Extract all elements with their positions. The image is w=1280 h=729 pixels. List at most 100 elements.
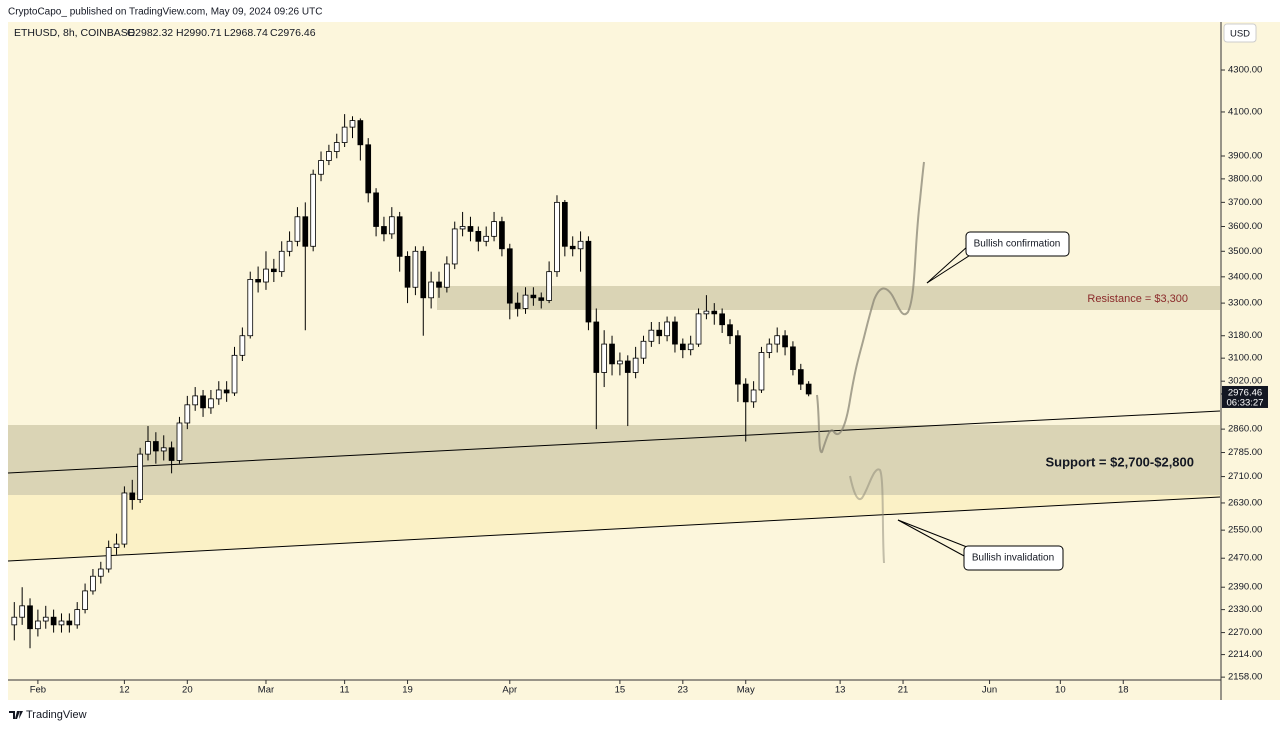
callout-pointer: [926, 245, 969, 284]
y-tick-label: 2785.00: [1228, 447, 1262, 458]
candle-body: [428, 281, 434, 299]
candle-body: [609, 343, 615, 365]
candle-body: [396, 216, 403, 257]
x-tick-label: 21: [898, 685, 909, 696]
support-label: Support = $2,700-$2,800: [1046, 454, 1195, 469]
y-tick-label: 2270.00: [1228, 627, 1262, 638]
candle-body: [514, 302, 521, 309]
y-tick-label: 2330.00: [1228, 604, 1262, 615]
candle-body: [562, 201, 568, 247]
candle-body: [357, 120, 364, 146]
x-tick-label: Feb: [30, 685, 46, 696]
x-tick-label: 18: [1118, 685, 1129, 696]
footer: [0, 700, 1280, 729]
candle-body: [153, 441, 159, 452]
candle-body: [302, 216, 309, 247]
candle-body: [27, 605, 33, 630]
candle-body: [719, 313, 725, 326]
candle-body: [672, 321, 678, 345]
candle-body: [444, 263, 450, 288]
y-tick-label: 3800.00: [1228, 173, 1262, 184]
resistance-label: Resistance = $3,300: [1087, 293, 1188, 305]
candle-body: [97, 568, 104, 577]
candle-body: [333, 142, 340, 152]
candle-body: [58, 620, 65, 626]
candle-body: [483, 235, 490, 242]
candle-body: [727, 324, 733, 337]
callout-box: [965, 231, 1070, 257]
candle-body: [168, 447, 175, 461]
candle-body: [436, 281, 442, 288]
candle-body: [19, 605, 25, 618]
last-price-label: 2976.46: [1228, 387, 1262, 398]
candle-body: [475, 230, 482, 242]
x-tick-label: Mar: [258, 685, 274, 696]
invalidation-path: [849, 468, 885, 564]
candle-body: [506, 248, 513, 304]
y-tick-label: 3900.00: [1228, 151, 1262, 162]
candle-body: [239, 335, 246, 356]
candle-body: [270, 268, 277, 273]
y-tick-label: 4100.00: [1228, 106, 1262, 117]
currency-label: USD: [1230, 29, 1250, 40]
candle-body: [766, 343, 773, 353]
callout-box: [963, 545, 1064, 571]
candle-body: [113, 543, 120, 548]
y-tick-label: 3100.00: [1228, 353, 1262, 364]
published-line: CryptoCapo_ published on TradingView.com…: [8, 7, 322, 18]
x-tick-label: 23: [678, 685, 689, 696]
ohlc-high: H2990.71: [176, 27, 222, 39]
candle-body: [176, 422, 183, 461]
candle-body: [656, 329, 663, 337]
candle-body: [711, 310, 718, 315]
candle-body: [145, 441, 151, 455]
y-tick-label: 2390.00: [1228, 582, 1262, 593]
x-tick-label: 20: [182, 685, 193, 696]
x-tick-label: 11: [340, 685, 350, 696]
tradingview-logo: [9, 711, 23, 719]
candle-body: [750, 389, 757, 403]
candle-body: [381, 226, 387, 235]
candle-body: [648, 329, 655, 342]
candle-body: [388, 216, 395, 235]
candle-body: [192, 395, 199, 406]
candle-body: [459, 226, 466, 230]
ohlc-close: C2976.46: [270, 27, 316, 39]
candle-body: [577, 240, 584, 250]
candle-body: [326, 151, 332, 161]
x-tick-label: 12: [119, 685, 130, 696]
candle-body: [42, 616, 49, 622]
candle-body: [805, 383, 812, 395]
currency-button[interactable]: [1223, 23, 1257, 43]
candle-body: [121, 492, 128, 545]
y-tick-label: 2630.00: [1228, 497, 1262, 508]
y-tick-label: 2158.00: [1228, 672, 1262, 683]
candle-body: [247, 279, 254, 337]
y-tick-label: 3600.00: [1228, 221, 1262, 232]
last-price-box: [1222, 385, 1268, 408]
candle-body: [664, 321, 670, 337]
candle-body: [735, 335, 741, 385]
candle-body: [538, 297, 545, 301]
candle-body: [184, 404, 191, 424]
y-tick-label: 3500.00: [1228, 246, 1262, 257]
candle-body: [782, 335, 788, 348]
candle-body: [215, 389, 222, 400]
resistance-zone: [437, 286, 1220, 310]
candle-body: [310, 173, 317, 247]
x-tick-label: May: [737, 685, 755, 696]
ohlc-low: L2968.74: [224, 27, 268, 39]
candle-body: [74, 609, 81, 626]
candle-body: [373, 192, 379, 227]
candle-body: [278, 250, 285, 273]
candle-body: [349, 120, 356, 128]
candle-body: [499, 221, 505, 250]
callout-pointer: [926, 251, 976, 284]
candle-body: [200, 395, 206, 409]
candle-body: [593, 321, 600, 373]
candle-body: [703, 310, 710, 315]
candle-body: [624, 360, 631, 373]
y-tick-label: 2710.00: [1228, 471, 1262, 482]
y-tick-label: 3300.00: [1228, 298, 1262, 309]
